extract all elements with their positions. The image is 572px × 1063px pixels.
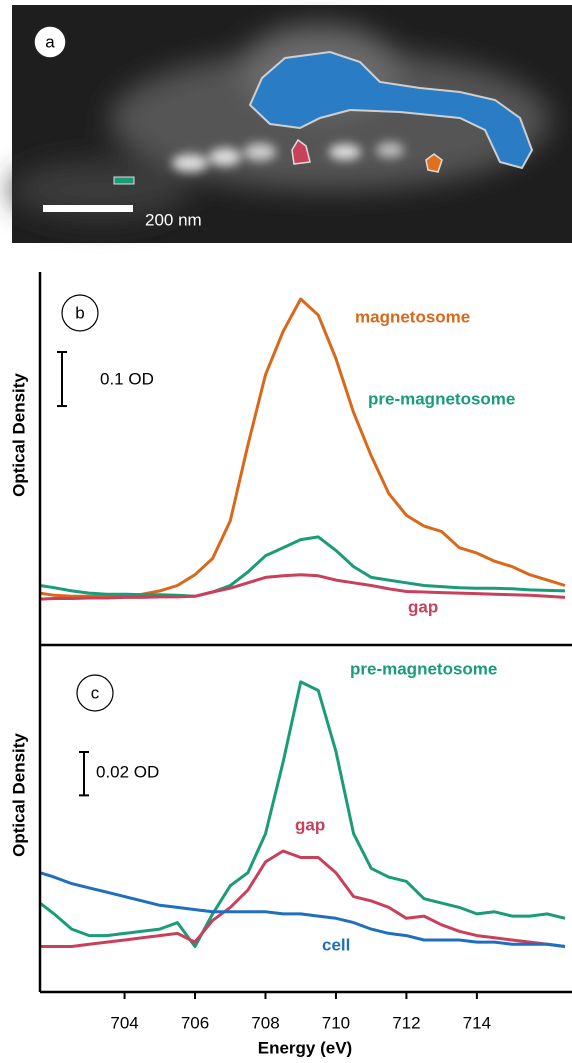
y-axis-label: Optical Density xyxy=(9,373,28,497)
x-tick-label: 710 xyxy=(322,1013,350,1032)
panel-label-circle xyxy=(33,25,67,59)
x-tick-label: 712 xyxy=(392,1013,420,1032)
blue-region xyxy=(248,50,534,170)
od-scale-label: 0.02 OD xyxy=(96,762,159,781)
series-label: cell xyxy=(322,935,350,954)
green-region xyxy=(113,176,135,185)
orange-region xyxy=(425,153,443,173)
panel-label: c xyxy=(91,683,100,702)
red-region xyxy=(291,138,311,165)
panel-label: a xyxy=(45,32,55,51)
series-label: pre-magnetosome xyxy=(350,659,497,678)
y-axis-label: Optical Density xyxy=(9,733,28,857)
od-scale-label: 0.1 OD xyxy=(100,369,154,388)
series-line xyxy=(39,573,566,601)
x-tick-label: 708 xyxy=(251,1013,279,1032)
panel-label-circle xyxy=(76,674,114,712)
series-label: gap xyxy=(408,597,438,616)
series-line xyxy=(40,849,566,948)
series-line xyxy=(39,535,566,598)
image-panel: 200 nm a xyxy=(10,5,572,243)
series-label: magnetosome xyxy=(355,307,470,326)
scale-bar-label: 200 nm xyxy=(145,210,202,229)
series-line xyxy=(39,680,566,948)
series-label: gap xyxy=(295,815,325,834)
x-tick-label: 714 xyxy=(463,1013,491,1032)
x-axis-label: Energy (eV) xyxy=(258,1038,352,1057)
panel-label: b xyxy=(75,303,84,322)
series-line xyxy=(39,297,566,598)
series-line xyxy=(39,871,566,948)
series-label: pre-magnetosome xyxy=(368,389,515,408)
x-tick-label: 704 xyxy=(110,1013,138,1032)
magnetosome-chain xyxy=(172,142,404,172)
x-tick-label: 706 xyxy=(181,1013,209,1032)
scale-bar xyxy=(43,205,133,212)
panel-label-circle xyxy=(61,294,99,332)
